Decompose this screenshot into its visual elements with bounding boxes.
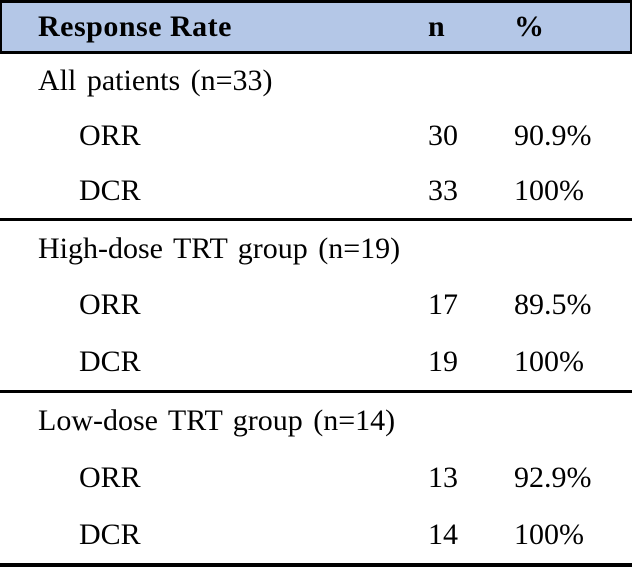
- table-row: DCR 33 100%: [0, 163, 632, 218]
- table-row: ORR 30 90.9%: [0, 109, 632, 164]
- row-percent-value: 89.5%: [514, 288, 592, 322]
- section-high-dose-trt: High-dose TRT group (n=19) ORR 17 89.5% …: [0, 221, 632, 393]
- section-low-dose-trt: Low-dose TRT group (n=14) ORR 13 92.9% D…: [0, 393, 632, 567]
- row-n-value: 19: [428, 344, 458, 378]
- table-row: DCR 14 100%: [0, 506, 632, 563]
- row-percent-value: 100%: [514, 344, 584, 378]
- row-label: ORR: [79, 288, 141, 322]
- section-title: Low-dose TRT group (n=14): [38, 404, 396, 438]
- row-percent-value: 100%: [514, 517, 584, 551]
- row-label: DCR: [79, 173, 141, 207]
- row-label: ORR: [79, 460, 141, 494]
- section-title: All patients (n=33): [38, 64, 273, 98]
- row-n-value: 33: [428, 173, 458, 207]
- table-row: ORR 13 92.9%: [0, 450, 632, 507]
- row-n-value: 17: [428, 288, 458, 322]
- row-percent-value: 90.9%: [514, 118, 592, 152]
- row-label: ORR: [79, 118, 141, 152]
- row-label: DCR: [79, 344, 141, 378]
- header-response-rate: Response Rate: [38, 10, 232, 43]
- row-n-value: 13: [428, 460, 458, 494]
- section-title-row: All patients (n=33): [0, 54, 632, 109]
- section-title-row: Low-dose TRT group (n=14): [0, 393, 632, 450]
- row-n-value: 30: [428, 118, 458, 152]
- table-header: Response Rate n %: [0, 0, 632, 54]
- row-percent-value: 92.9%: [514, 460, 592, 494]
- table-row: DCR 19 100%: [0, 334, 632, 390]
- section-all-patients: All patients (n=33) ORR 30 90.9% DCR 33 …: [0, 54, 632, 221]
- row-percent-value: 100%: [514, 173, 584, 207]
- section-title-row: High-dose TRT group (n=19): [0, 221, 632, 277]
- header-percent: %: [514, 10, 544, 43]
- row-n-value: 14: [428, 517, 458, 551]
- section-title: High-dose TRT group (n=19): [38, 232, 401, 266]
- header-n: n: [428, 10, 445, 43]
- table-row: ORR 17 89.5%: [0, 277, 632, 333]
- row-label: DCR: [79, 517, 141, 551]
